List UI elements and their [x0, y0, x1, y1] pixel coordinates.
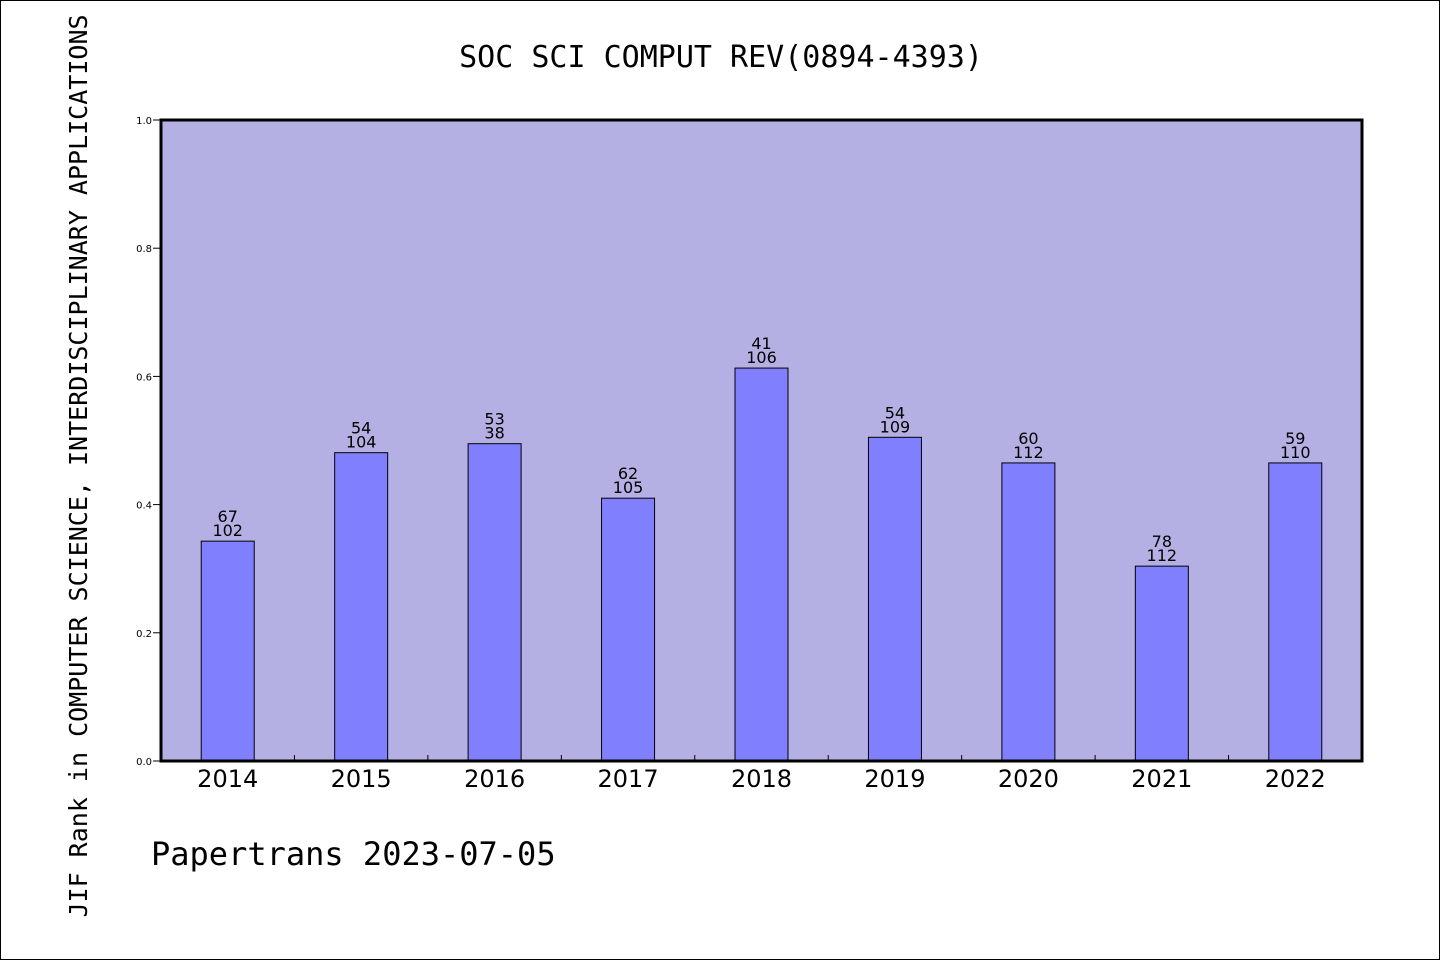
x-tick-label: 2021 [1131, 765, 1192, 793]
bar-label-bottom: 38 [484, 424, 504, 443]
x-tick-label: 2016 [464, 765, 525, 793]
y-axis-label: JIF Rank in COMPUTER SCIENCE, INTERDISCI… [64, 14, 93, 917]
bar [467, 443, 522, 762]
bar-labels-group: 6710254104533862105411065410960112781125… [212, 334, 1310, 565]
bar [1001, 462, 1056, 762]
x-tick-label: 2018 [731, 765, 792, 793]
bar [1134, 565, 1189, 762]
x-tick-label: 2020 [998, 765, 1059, 793]
y-tick-label: 0.4 [136, 501, 152, 512]
bar-label-top: 67 [218, 507, 238, 526]
bar-label-top: 54 [885, 403, 905, 422]
bar-label-top: 59 [1285, 429, 1305, 448]
x-tick-label: 2014 [197, 765, 258, 793]
bar [734, 367, 789, 762]
bar [1268, 462, 1323, 762]
bar [601, 497, 656, 762]
bar-label-top: 53 [484, 410, 504, 429]
bar [867, 436, 922, 762]
bar-label-bottom: 102 [212, 521, 243, 540]
source-label: Papertrans 2023-07-05 [151, 835, 556, 873]
x-tick-label: 2017 [598, 765, 659, 793]
y-tick-label: 0.0 [136, 757, 152, 768]
bar-label-bottom: 110 [1280, 443, 1311, 462]
y-axis-ticks: 0.0 0.2 0.4 0.6 0.8 1.0 [136, 116, 161, 768]
chart-title: SOC SCI COMPUT REV(0894-4393) [459, 40, 983, 75]
bar-label-bottom: 105 [613, 478, 644, 497]
y-tick-label: 0.6 [136, 372, 152, 383]
bar-label-top: 60 [1018, 429, 1038, 448]
bar [200, 540, 255, 762]
bar-label-top: 78 [1152, 532, 1172, 551]
y-tick-label: 0.2 [136, 629, 152, 640]
x-tick-label: 2022 [1265, 765, 1326, 793]
plot-border [159, 118, 1364, 763]
bar-label-bottom: 112 [1147, 546, 1178, 565]
x-axis-tick-labels: 2014 2015 2016 2017 2018 2019 2020 2021 2022 [197, 765, 1326, 793]
x-tick-label: 2019 [864, 765, 925, 793]
bar-label-top: 41 [751, 334, 771, 353]
x-tick-label: 2015 [331, 765, 392, 793]
bars-group [200, 367, 1323, 762]
bar-label-top: 62 [618, 464, 638, 483]
y-tick-label: 0.8 [136, 244, 152, 255]
bar [334, 452, 389, 762]
bar-label-top: 54 [351, 419, 371, 438]
bar-label-bottom: 112 [1013, 443, 1044, 462]
y-tick-label: 1.0 [136, 116, 152, 127]
bar-label-bottom: 106 [746, 348, 777, 367]
bar-label-bottom: 104 [346, 433, 377, 452]
bar-label-bottom: 109 [880, 417, 911, 436]
